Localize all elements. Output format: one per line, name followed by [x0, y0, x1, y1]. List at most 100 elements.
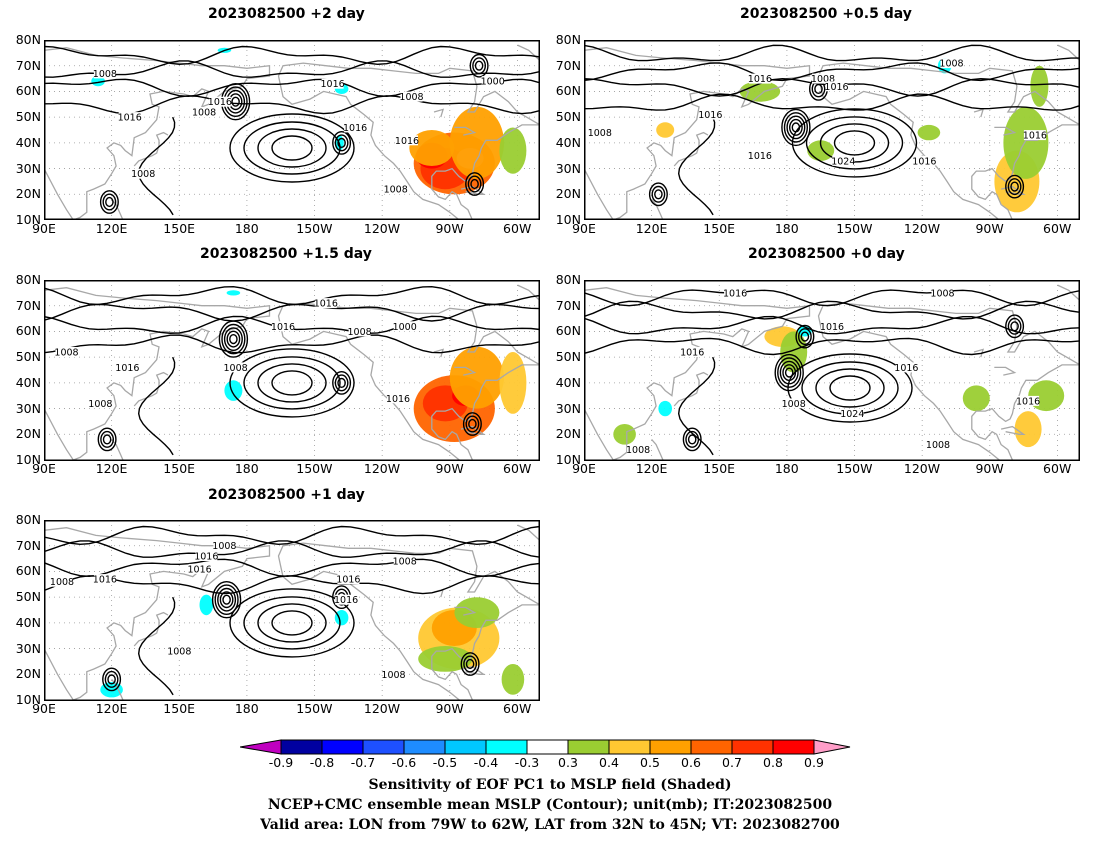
- low-contour: [474, 60, 484, 71]
- low-contour: [337, 377, 346, 389]
- positive-sensitivity-patch: [449, 106, 504, 179]
- positive-sensitivity-patch: [454, 597, 500, 628]
- high-contour: [833, 130, 876, 156]
- contour-label: 1008: [131, 169, 155, 180]
- high-contour: [829, 375, 871, 401]
- x-tick-label: 150W: [296, 221, 333, 236]
- y-tick-label: 80N: [555, 272, 581, 287]
- low-contour: [465, 172, 485, 196]
- positive-sensitivity-patch: [499, 352, 527, 414]
- low-contour: [334, 374, 349, 392]
- coastline: [44, 40, 540, 220]
- low-contour: [654, 189, 663, 200]
- contour-label: 1008: [939, 59, 963, 70]
- low-contour: [648, 182, 668, 207]
- contour-label: 1016: [334, 595, 358, 606]
- x-tick-label: 120W: [363, 221, 401, 236]
- contour-label-bg: [841, 408, 864, 419]
- contour-label: 1016: [680, 348, 704, 359]
- y-tick-label: 80N: [15, 32, 41, 47]
- contour-label: 1016: [321, 79, 345, 90]
- contour-label: 1008: [348, 327, 372, 338]
- low-contour: [786, 115, 806, 140]
- y-tick-label: 30N: [15, 160, 41, 176]
- x-tick-label: 120W: [363, 701, 401, 716]
- low-contour: [211, 580, 242, 619]
- x-tick-label: 120E: [95, 701, 128, 716]
- negative-sensitivity-patch: [224, 380, 243, 401]
- contour-label-bg: [748, 150, 771, 161]
- contour-label-bg: [168, 646, 191, 657]
- contour-label: 1016: [194, 552, 218, 563]
- high-contour: [271, 610, 313, 636]
- x-tick-label: 180: [774, 221, 799, 236]
- y-tick-label: 20N: [15, 426, 41, 442]
- positive-sensitivity-patch: [1014, 411, 1042, 448]
- y-tick-label: 40N: [15, 134, 41, 150]
- colorbar-swatch: [280, 739, 323, 755]
- positive-sensitivity: [613, 326, 1065, 448]
- y-tick-label: 30N: [15, 400, 41, 416]
- positive-sensitivity-patch: [449, 346, 504, 409]
- contour-label-bg: [588, 127, 611, 138]
- contour-label-bg: [344, 122, 367, 133]
- x-tick-label: 180: [234, 701, 259, 716]
- colorbar-label: -0.7: [350, 755, 376, 770]
- contour-label-bg: [481, 76, 504, 87]
- y-tick-label: 40N: [555, 134, 581, 150]
- caption-line-2: NCEP+CMC ensemble mean MSLP (Contour); u…: [267, 797, 833, 813]
- low-contour: [774, 353, 804, 392]
- contour-label-bg: [384, 184, 407, 195]
- contour-label: 1016: [820, 322, 844, 333]
- colorbar-label: -0.6: [391, 755, 417, 770]
- x-tick-label: 90E: [32, 221, 56, 236]
- contour-label-bg: [940, 58, 963, 69]
- x-tick-label: 120E: [635, 461, 668, 476]
- colorbar-arrow-left: [240, 739, 282, 755]
- low-contour: [1010, 321, 1019, 332]
- low-contour: [222, 594, 231, 605]
- low-contour: [784, 367, 794, 378]
- x-tick-label: 150W: [296, 701, 333, 716]
- y-tick-label: 40N: [555, 374, 581, 390]
- contour-label-bg: [89, 398, 112, 409]
- x-tick-label: 90W: [435, 701, 464, 716]
- contour-label: 1016: [386, 394, 410, 405]
- x-tick-label: 90E: [572, 221, 596, 236]
- positive-sensitivity: [409, 106, 527, 195]
- y-tick-label: 20N: [555, 426, 581, 442]
- y-tick-label: 20N: [15, 186, 41, 202]
- contour-label: 1016: [271, 322, 295, 333]
- colorbar-swatch: [772, 739, 815, 755]
- y-tick-label: 10N: [15, 211, 41, 227]
- negative-sensitivity-patch: [334, 610, 349, 626]
- low-contour: [682, 427, 702, 452]
- contour-label: 1016: [343, 123, 367, 134]
- low-contour: [332, 371, 352, 395]
- contour-label: 1024: [831, 156, 855, 167]
- y-tick-label: 80N: [555, 32, 581, 47]
- x-tick-label: 150E: [703, 221, 736, 236]
- low-contour: [218, 320, 249, 358]
- contour-label: 1000: [481, 77, 505, 88]
- low-contour: [781, 108, 811, 147]
- coastline: [584, 280, 1080, 461]
- contour-label: 1016: [748, 74, 772, 85]
- negative-sensitivity-patch: [226, 290, 241, 296]
- contour-label-bg: [213, 540, 236, 551]
- contour-label-bg: [681, 347, 704, 357]
- low-contour: [226, 330, 241, 348]
- x-tick-label: 60W: [1043, 221, 1072, 236]
- low-contour: [107, 674, 116, 685]
- contour-label-bg: [224, 362, 247, 373]
- contour-label-bg: [825, 81, 848, 92]
- low-contour: [1005, 314, 1025, 339]
- contour-label: 1008: [54, 348, 78, 359]
- contour-label-bg: [314, 298, 337, 309]
- positive-sensitivity-patch: [1003, 106, 1049, 179]
- x-tick-label: 120E: [95, 221, 128, 236]
- low-contour: [783, 112, 808, 143]
- contour-label: 1016: [824, 82, 848, 93]
- contour-label-bg: [913, 155, 936, 166]
- contour-label: 1008: [926, 440, 950, 451]
